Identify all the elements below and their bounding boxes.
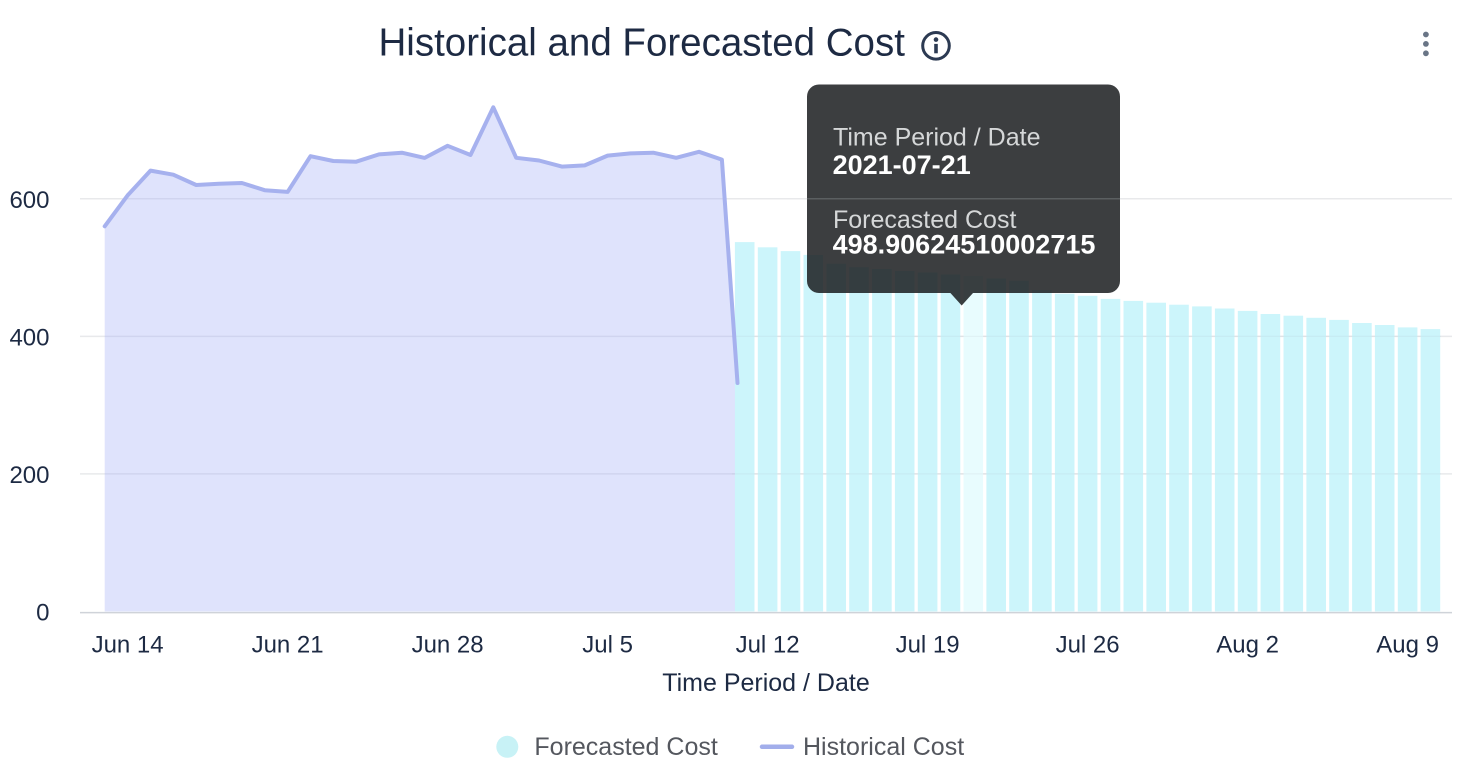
svg-text:0: 0: [36, 600, 49, 627]
svg-text:Jun 14: Jun 14: [92, 631, 164, 658]
svg-text:Jul 26: Jul 26: [1056, 631, 1120, 658]
svg-text:Jul 5: Jul 5: [582, 631, 633, 658]
svg-text:Time Period / Date: Time Period / Date: [833, 124, 1040, 152]
svg-text:498.90624510002715: 498.90624510002715: [833, 229, 1096, 259]
svg-text:200: 200: [9, 462, 49, 489]
svg-text:Aug 2: Aug 2: [1216, 631, 1279, 658]
svg-text:2021-07-21: 2021-07-21: [833, 150, 971, 180]
svg-text:Historical Cost: Historical Cost: [803, 733, 964, 761]
svg-text:Forecasted Cost: Forecasted Cost: [833, 206, 1016, 234]
svg-text:600: 600: [9, 187, 49, 214]
svg-text:Time Period / Date: Time Period / Date: [662, 669, 869, 697]
svg-text:Historical and Forecasted Cost: Historical and Forecasted Cost: [379, 22, 906, 65]
svg-text:Forecasted Cost: Forecasted Cost: [534, 733, 717, 761]
svg-text:Jun 21: Jun 21: [252, 631, 324, 658]
svg-text:Jul 19: Jul 19: [896, 631, 960, 658]
svg-text:Jun 28: Jun 28: [412, 631, 484, 658]
svg-text:400: 400: [9, 324, 49, 351]
svg-text:Aug 9: Aug 9: [1376, 631, 1439, 658]
svg-text:Jul 12: Jul 12: [736, 631, 800, 658]
